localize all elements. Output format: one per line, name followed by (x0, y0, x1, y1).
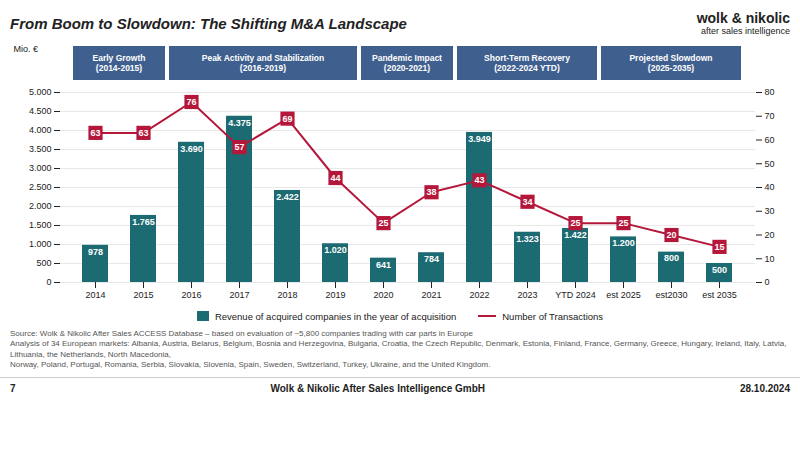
svg-text:2016: 2016 (181, 290, 201, 300)
svg-text:YTD 2024: YTD 2024 (555, 290, 596, 300)
svg-text:2.500: 2.500 (29, 182, 52, 192)
svg-text:2018: 2018 (277, 290, 297, 300)
html-text:7: 7 (10, 382, 16, 394)
svg-text:34: 34 (522, 197, 532, 207)
svg-text:20: 20 (765, 230, 775, 240)
html-text:Number of Transactions: Number of Transactions (502, 310, 604, 322)
svg-text:40: 40 (765, 182, 775, 192)
svg-text:1.000: 1.000 (29, 239, 52, 249)
svg-text:Early Growth(2014-2015): Early Growth(2014-2015) (93, 53, 146, 73)
svg-text:1.422: 1.422 (564, 230, 587, 240)
svg-text:20: 20 (666, 230, 676, 240)
svg-text:2020: 2020 (373, 290, 393, 300)
html-text:wolk & nikolic: wolk & nikolic (696, 9, 790, 26)
svg-text:15: 15 (714, 242, 724, 252)
svg-text:4.500: 4.500 (29, 106, 52, 116)
svg-text:63: 63 (138, 128, 148, 138)
svg-text:1.020: 1.020 (324, 245, 347, 255)
svg-text:0: 0 (46, 277, 51, 287)
svg-text:est 2035: est 2035 (702, 290, 737, 300)
svg-text:25: 25 (570, 218, 580, 228)
svg-text:1.323: 1.323 (516, 234, 539, 244)
svg-text:2021: 2021 (421, 290, 441, 300)
html-text:Analysis of 34 European market: Analysis of 34 European markets: Albania… (10, 339, 787, 359)
svg-text:2.000: 2.000 (29, 201, 52, 211)
svg-text:2014: 2014 (85, 290, 105, 300)
html-text:Revenue of acquired companies: Revenue of acquired companies in the yea… (214, 310, 457, 322)
html-text:28.10.2024: 28.10.2024 (739, 382, 790, 394)
svg-text:3.949: 3.949 (468, 134, 491, 144)
svg-text:Mio. €: Mio. € (14, 44, 39, 54)
svg-text:Short-Term Recovery(2022-2024: Short-Term Recovery(2022-2024 YTD) (484, 53, 570, 73)
svg-text:1.200: 1.200 (612, 238, 635, 248)
svg-text:57: 57 (234, 142, 244, 152)
svg-text:2015: 2015 (133, 290, 153, 300)
svg-text:Peak Activity and Stabilizatio: Peak Activity and Stabilization(2016-201… (202, 53, 325, 73)
html-text:From Boom to Slowdown: The Shi: From Boom to Slowdown: The Shifting M&A … (10, 14, 407, 32)
svg-text:est2030: est2030 (655, 290, 687, 300)
svg-text:2.422: 2.422 (276, 192, 299, 202)
svg-text:4.375: 4.375 (228, 118, 251, 128)
svg-text:1.500: 1.500 (29, 220, 52, 230)
svg-text:800: 800 (664, 253, 679, 263)
html-text:Source: Wolk & Nikolic After S: Source: Wolk & Nikolic After Sales ACCES… (10, 329, 473, 338)
svg-text:10: 10 (765, 254, 775, 264)
svg-text:2023: 2023 (517, 290, 537, 300)
svg-text:Pandemic Impact(2020-2021): Pandemic Impact(2020-2021) (372, 53, 442, 73)
html-text:after sales intelligence: after sales intelligence (700, 25, 790, 36)
svg-text:44: 44 (330, 173, 340, 183)
svg-text:80: 80 (765, 87, 775, 97)
svg-text:500: 500 (36, 258, 51, 268)
svg-text:3.690: 3.690 (180, 144, 203, 154)
svg-text:63: 63 (90, 128, 100, 138)
svg-text:70: 70 (765, 111, 775, 121)
svg-text:3.000: 3.000 (29, 163, 52, 173)
svg-text:est 2025: est 2025 (606, 290, 641, 300)
svg-text:0: 0 (765, 277, 770, 287)
svg-text:Projected Slowdown(2025-2035): Projected Slowdown(2025-2035) (629, 53, 712, 73)
svg-text:69: 69 (282, 114, 292, 124)
svg-text:2017: 2017 (229, 290, 249, 300)
svg-text:5.000: 5.000 (29, 87, 52, 97)
svg-text:500: 500 (712, 265, 727, 275)
svg-text:3.500: 3.500 (29, 144, 52, 154)
svg-text:2019: 2019 (325, 290, 345, 300)
svg-text:25: 25 (378, 218, 388, 228)
svg-text:43: 43 (474, 175, 484, 185)
svg-text:38: 38 (426, 187, 436, 197)
svg-text:4.000: 4.000 (29, 125, 52, 135)
svg-text:978: 978 (88, 247, 103, 257)
svg-text:30: 30 (765, 206, 775, 216)
svg-text:2022: 2022 (469, 290, 489, 300)
html-text:Norway, Poland, Portugal, Roma: Norway, Poland, Portugal, Romania, Serbi… (10, 360, 491, 370)
html-text:Wolk & Nikolic After Sales Int: Wolk & Nikolic After Sales Intelligence … (270, 382, 485, 394)
svg-text:784: 784 (424, 254, 439, 264)
svg-text:50: 50 (765, 159, 775, 169)
svg-text:1.765: 1.765 (132, 217, 155, 227)
svg-text:60: 60 (765, 135, 775, 145)
svg-text:76: 76 (186, 97, 196, 107)
svg-text:25: 25 (618, 218, 628, 228)
svg-text:641: 641 (376, 260, 391, 270)
